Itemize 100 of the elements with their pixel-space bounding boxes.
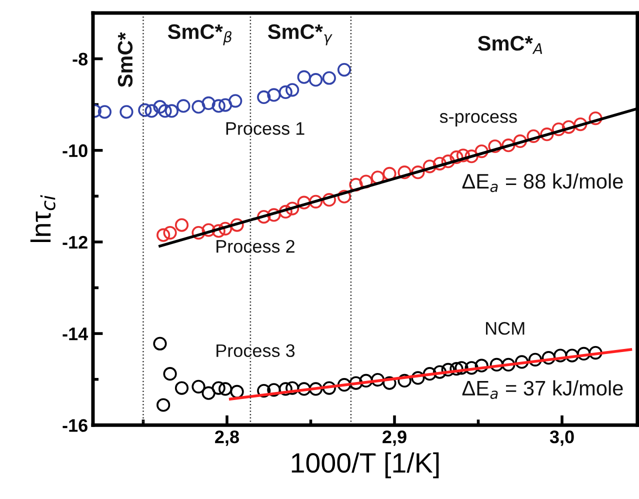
point [278, 382, 292, 396]
point [370, 170, 385, 184]
y-tick-label: -14 [62, 328, 88, 340]
y-tick-label: -12 [62, 236, 88, 248]
point [502, 138, 516, 152]
x-tick-label: 2,9 [382, 430, 406, 446]
point [153, 100, 167, 114]
annotation: SmC*$_{γ}$ [268, 24, 332, 46]
annotation: NCM [486, 322, 524, 335]
point [192, 380, 206, 394]
point [163, 367, 177, 381]
point [576, 346, 591, 361]
point [542, 351, 556, 365]
point [98, 105, 112, 119]
point [349, 376, 363, 390]
point [218, 382, 232, 396]
point [565, 348, 579, 362]
point [230, 218, 244, 232]
point [441, 154, 455, 168]
point [588, 112, 602, 126]
point [450, 362, 464, 376]
point [526, 129, 540, 143]
x-tick-label: 3,0 [550, 430, 574, 446]
point [411, 166, 425, 180]
point [515, 355, 529, 369]
point [322, 193, 336, 207]
point [297, 196, 311, 210]
point [474, 144, 488, 158]
point [456, 148, 470, 162]
annotation: ΔE$_{a}$ = 37 kJ/mole [462, 380, 623, 400]
point [308, 73, 323, 87]
annotation: ΔE$_{a}$ = 88 kJ/mole [462, 173, 623, 192]
point [464, 150, 478, 164]
y-tick-label: -8 [72, 52, 88, 66]
annotation: SmC*$_{A}$ [478, 36, 542, 54]
point [174, 381, 189, 395]
point [322, 381, 336, 395]
point [230, 384, 244, 399]
point [490, 358, 504, 372]
annotation: s-process [440, 113, 517, 126]
y-tick-label: -16 [62, 419, 88, 432]
point [158, 104, 172, 118]
point [286, 202, 300, 216]
point [588, 346, 602, 360]
point [218, 222, 232, 236]
x-axis-title: 1000/T [1/K] [292, 452, 439, 478]
point [488, 139, 502, 154]
point [267, 88, 281, 102]
point [164, 104, 179, 118]
annotation: Process 3 [216, 344, 295, 358]
point [432, 365, 447, 379]
point [156, 228, 170, 242]
annotation: Process 2 [216, 240, 294, 253]
point [212, 99, 226, 113]
point [337, 62, 352, 77]
point [450, 150, 464, 164]
point [370, 373, 385, 387]
point [513, 134, 527, 148]
point [359, 174, 373, 188]
point [349, 178, 363, 192]
point [554, 348, 568, 362]
point [464, 361, 478, 375]
point [382, 166, 396, 181]
point [192, 100, 206, 114]
point [308, 194, 323, 208]
point [422, 160, 436, 174]
point [153, 336, 167, 350]
point [174, 218, 189, 232]
point [120, 105, 134, 119]
annotation: SmC* [118, 32, 133, 88]
point [382, 376, 396, 390]
point [411, 371, 425, 385]
point [144, 104, 158, 118]
point [454, 361, 468, 375]
point [257, 384, 271, 398]
point [540, 128, 554, 142]
annotation: Process 1 [226, 122, 304, 135]
point [562, 120, 576, 134]
point [552, 122, 566, 136]
point [441, 362, 455, 377]
y-axis-title: lnτ$_{ci}$ [30, 195, 56, 242]
point [528, 352, 542, 366]
point [228, 94, 242, 108]
point [297, 382, 311, 396]
point [337, 378, 352, 392]
point [432, 156, 447, 170]
point [322, 71, 336, 85]
point [278, 204, 292, 219]
point [192, 226, 206, 240]
point [202, 223, 216, 237]
point [297, 70, 311, 84]
point [218, 98, 232, 112]
point [359, 374, 373, 388]
point [212, 224, 226, 238]
point [267, 208, 281, 222]
point [212, 381, 226, 395]
point [398, 374, 412, 388]
point [474, 358, 488, 372]
point [422, 367, 436, 381]
point [267, 383, 281, 397]
